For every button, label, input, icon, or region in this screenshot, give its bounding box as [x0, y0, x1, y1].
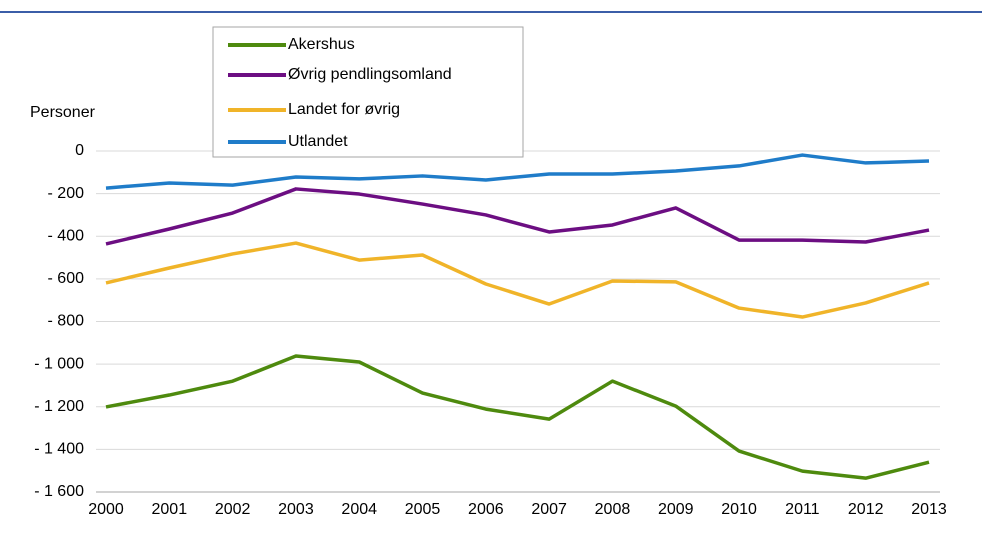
lines: [105, 153, 930, 480]
y-tick-label: 0: [75, 142, 84, 159]
legend-label: Landet for øvrig: [288, 101, 400, 118]
y-tick-label: - 1 600: [34, 483, 84, 500]
x-tick-label: 2006: [468, 501, 504, 518]
y-tick-label: - 800: [48, 313, 85, 330]
y-tick-label: - 1 400: [34, 441, 84, 458]
y-tick-label: - 200: [48, 185, 85, 202]
legend-label: Øvrig pendlingsomland: [288, 66, 452, 83]
x-tick-label: 2000: [88, 501, 124, 518]
series-line: [105, 153, 930, 190]
y-axis-label: Personer: [30, 104, 96, 121]
x-tick-label: 2007: [531, 501, 567, 518]
x-tick-label: 2004: [341, 501, 377, 518]
x-tick-label: 2012: [848, 501, 884, 518]
legend: Akershus Øvrig pendlingsomland Landet for …: [212, 26, 524, 158]
legend-label: Utlandet: [288, 133, 348, 150]
x-tick-label: 2003: [278, 501, 314, 518]
x-tick-label: 2010: [721, 501, 757, 518]
series-line: [105, 354, 930, 480]
series-line: [105, 241, 930, 319]
y-tick-label: - 400: [48, 227, 85, 244]
y-tick-label: - 1 200: [34, 398, 84, 415]
series-line: [105, 187, 930, 246]
y-tick-label: - 1 000: [34, 355, 84, 372]
legend-box: [212, 26, 524, 158]
grid: 0 - 200 - 400 - 600 - 800 - 1 000 - 1 200 - 1 4…: [34, 142, 947, 518]
x-tick-label: 2009: [658, 501, 694, 518]
x-tick-label: 2001: [152, 501, 188, 518]
x-tick-label: 2013: [911, 501, 947, 518]
y-tick-label: - 600: [48, 270, 85, 287]
legend-label: Akershus: [288, 36, 355, 53]
x-tick-label: 2002: [215, 501, 251, 518]
x-tick-label: 2008: [595, 501, 631, 518]
x-tick-label: 2011: [785, 501, 820, 518]
x-tick-label: 2005: [405, 501, 441, 518]
